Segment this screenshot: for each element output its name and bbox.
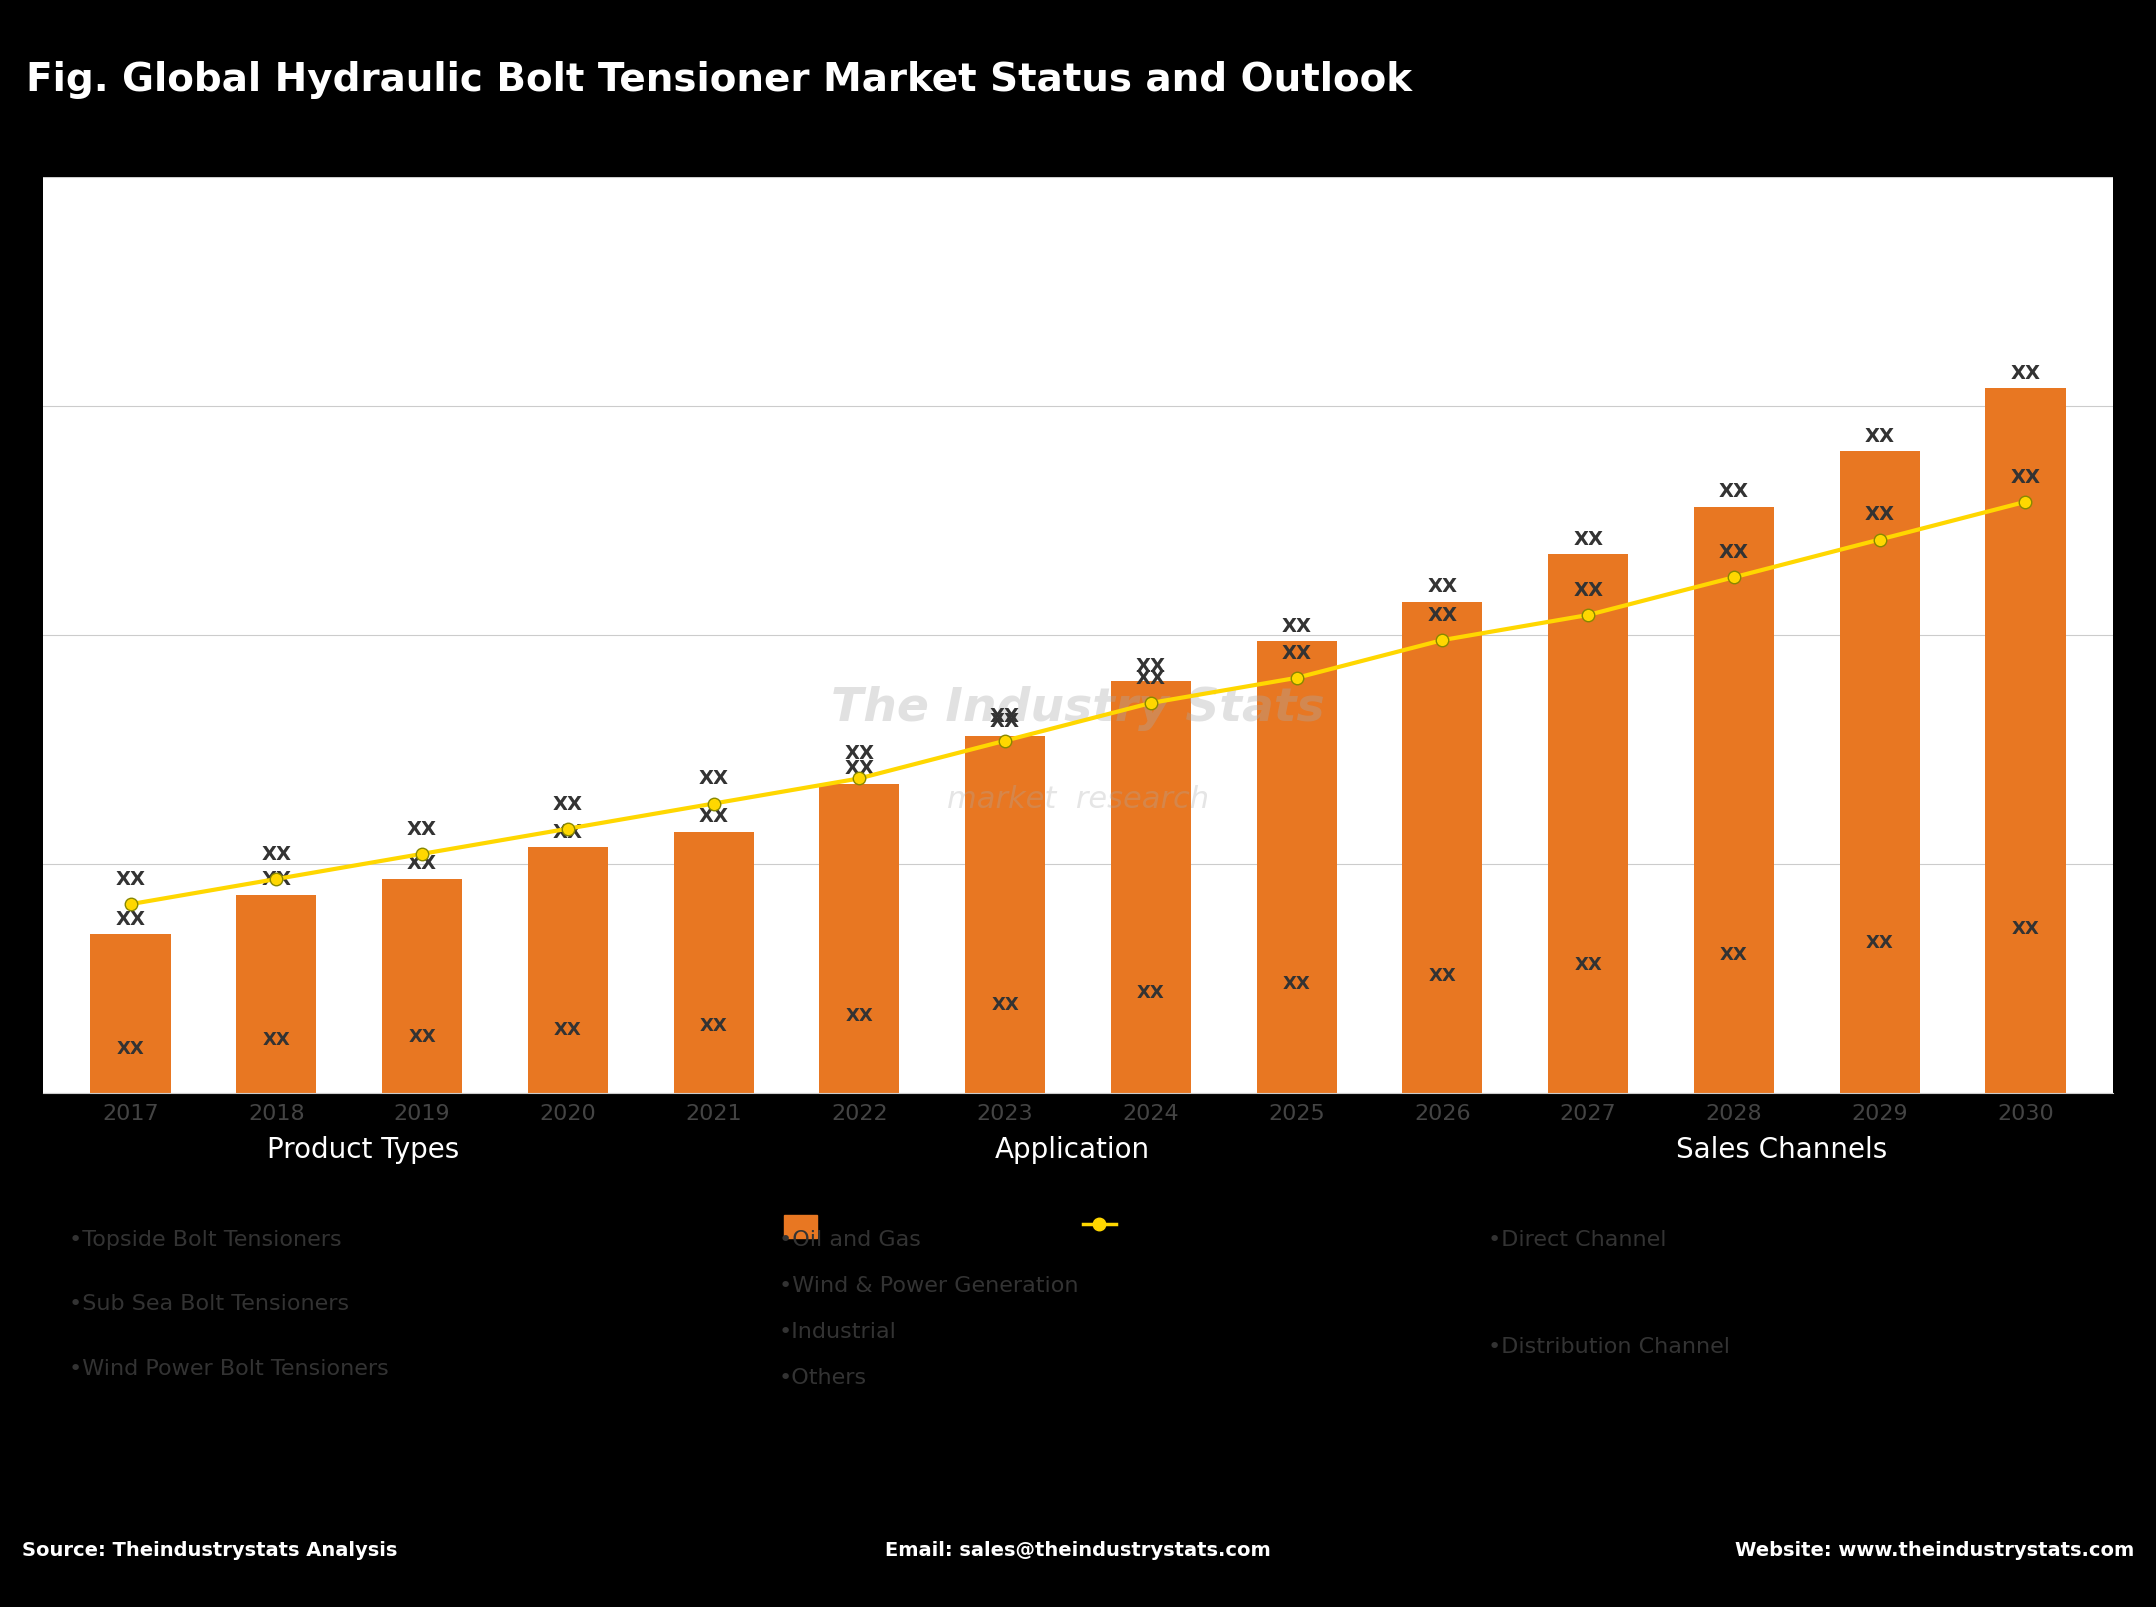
Text: XX: XX <box>990 707 1020 726</box>
Text: XX: XX <box>116 910 147 929</box>
Text: •Sub Sea Bolt Tensioners: •Sub Sea Bolt Tensioners <box>69 1294 349 1315</box>
Bar <box>1257 641 1337 1093</box>
Text: XX: XX <box>1574 580 1604 599</box>
Bar <box>1401 603 1483 1093</box>
Text: XX: XX <box>407 855 438 874</box>
Text: •Direct Channel: •Direct Channel <box>1488 1231 1667 1250</box>
Text: Source: Theindustrystats Analysis: Source: Theindustrystats Analysis <box>22 1541 397 1560</box>
Text: XX: XX <box>992 996 1020 1014</box>
Text: Email: sales@theindustrystats.com: Email: sales@theindustrystats.com <box>886 1541 1270 1560</box>
Text: XX: XX <box>845 1008 873 1025</box>
Text: •Distribution Channel: •Distribution Channel <box>1488 1337 1729 1358</box>
Bar <box>1695 506 1774 1093</box>
Text: XX: XX <box>2009 468 2040 487</box>
Text: XX: XX <box>263 1032 291 1049</box>
Bar <box>237 895 317 1093</box>
Text: XX: XX <box>1136 983 1164 1003</box>
Text: XX: XX <box>1281 644 1311 662</box>
Bar <box>528 847 608 1093</box>
Text: XX: XX <box>261 871 291 889</box>
Text: XX: XX <box>261 845 291 865</box>
Text: XX: XX <box>1136 669 1166 688</box>
Text: XX: XX <box>407 1028 436 1046</box>
Bar <box>966 736 1046 1093</box>
Text: market  research: market research <box>946 786 1210 815</box>
Text: XX: XX <box>116 869 147 889</box>
Text: XX: XX <box>1865 934 1893 951</box>
Legend: Revenue (Million $), Y-oY Growth Rate (%): Revenue (Million $), Y-oY Growth Rate (%… <box>774 1205 1382 1247</box>
Text: XX: XX <box>2012 919 2040 938</box>
Text: XX: XX <box>845 744 875 763</box>
Text: Fig. Global Hydraulic Bolt Tensioner Market Status and Outlook: Fig. Global Hydraulic Bolt Tensioner Mar… <box>26 61 1412 98</box>
Bar <box>1839 452 1919 1093</box>
Text: •Wind & Power Generation: •Wind & Power Generation <box>778 1276 1078 1297</box>
Text: XX: XX <box>990 712 1020 731</box>
Text: XX: XX <box>701 1017 727 1035</box>
Text: XX: XX <box>1720 947 1749 964</box>
Text: •Wind Power Bolt Tensioners: •Wind Power Bolt Tensioners <box>69 1358 388 1379</box>
Bar <box>819 784 899 1093</box>
Bar <box>673 831 755 1093</box>
Text: XX: XX <box>407 820 438 839</box>
Text: •Topside Bolt Tensioners: •Topside Bolt Tensioners <box>69 1231 343 1250</box>
Bar <box>1110 681 1190 1093</box>
Text: XX: XX <box>552 823 582 842</box>
Text: Website: www.theindustrystats.com: Website: www.theindustrystats.com <box>1736 1541 2134 1560</box>
Text: XX: XX <box>1429 967 1455 985</box>
Text: Application: Application <box>996 1136 1149 1165</box>
Text: •Oil and Gas: •Oil and Gas <box>778 1231 921 1250</box>
Text: •Others: •Others <box>778 1368 867 1388</box>
Text: •Industrial: •Industrial <box>778 1323 897 1342</box>
Bar <box>1986 389 2065 1093</box>
Text: XX: XX <box>1136 657 1166 675</box>
Text: XX: XX <box>699 770 729 789</box>
Text: XX: XX <box>552 794 582 813</box>
Text: XX: XX <box>1865 427 1895 447</box>
Text: XX: XX <box>699 807 729 826</box>
Text: XX: XX <box>554 1020 582 1038</box>
Text: XX: XX <box>1718 543 1749 562</box>
Text: The Industry Stats: The Industry Stats <box>832 686 1324 731</box>
Text: XX: XX <box>1574 530 1604 550</box>
Text: XX: XX <box>116 1040 144 1057</box>
Text: XX: XX <box>1427 577 1457 596</box>
Text: XX: XX <box>1283 975 1311 993</box>
Text: Sales Channels: Sales Channels <box>1677 1136 1886 1165</box>
Bar <box>1548 554 1628 1093</box>
Text: XX: XX <box>1281 617 1311 636</box>
Text: XX: XX <box>1718 482 1749 501</box>
Bar <box>382 879 461 1093</box>
Text: XX: XX <box>1865 506 1895 524</box>
Text: XX: XX <box>1574 956 1602 974</box>
Text: XX: XX <box>1427 606 1457 625</box>
Text: Product Types: Product Types <box>267 1136 459 1165</box>
Bar <box>91 934 170 1093</box>
Text: XX: XX <box>845 760 875 778</box>
Text: XX: XX <box>2009 363 2040 382</box>
